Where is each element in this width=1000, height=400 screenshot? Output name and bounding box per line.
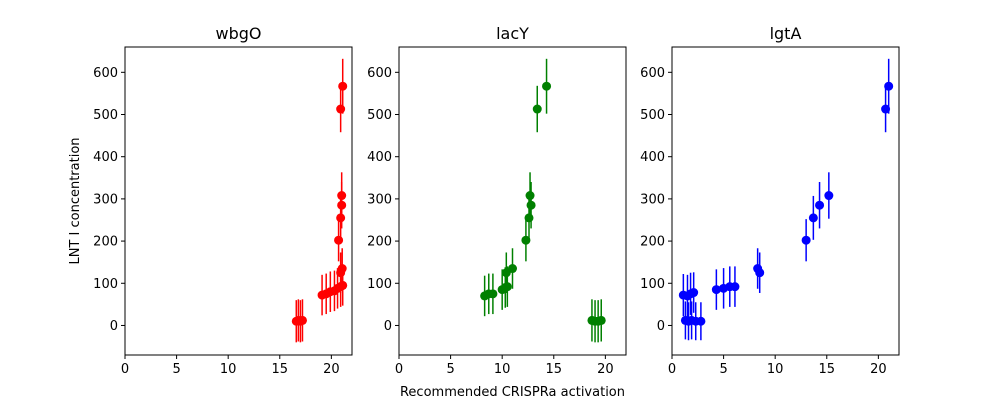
x-tick-label: 0 <box>121 362 129 377</box>
panel-title: lgtA <box>770 24 802 43</box>
data-point <box>596 315 606 325</box>
data-point <box>730 282 740 292</box>
data-point <box>689 288 699 298</box>
plot-frame <box>398 46 627 356</box>
data-point <box>336 104 346 114</box>
x-tick-label: 20 <box>870 362 887 377</box>
panel-1: 0 5 10 15 200100200300400500600lacYRecommend… <box>367 24 627 400</box>
y-tick-label: 0 <box>657 319 665 334</box>
data-point <box>801 235 811 245</box>
data-point <box>336 213 346 223</box>
plot-frame <box>124 46 353 356</box>
data-point <box>524 213 534 223</box>
panel-title: wbgO <box>216 24 262 43</box>
y-tick-label: 300 <box>640 192 665 207</box>
y-tick-label: 100 <box>93 277 118 292</box>
x-tick-label: 15 <box>271 362 288 377</box>
plot-frame <box>671 46 900 356</box>
data-point <box>808 213 818 223</box>
data-point <box>337 264 347 274</box>
y-axis-label: LNT I concentration <box>68 137 83 264</box>
data-point <box>521 235 531 245</box>
x-tick-label: 5 <box>172 362 180 377</box>
data-point <box>542 81 552 91</box>
x-axis-label: Recommended CRISPRa activation <box>400 385 625 400</box>
x-tick-label: 20 <box>597 362 614 377</box>
data-point <box>488 289 498 299</box>
y-tick-label: 100 <box>640 277 665 292</box>
y-tick-label: 300 <box>93 192 118 207</box>
x-tick-label: 10 <box>220 362 237 377</box>
data-point <box>532 104 542 114</box>
data-point <box>696 316 706 326</box>
x-tick-label: 0 <box>668 362 676 377</box>
y-tick-label: 200 <box>93 235 118 250</box>
y-tick-label: 600 <box>640 66 665 81</box>
y-tick-label: 500 <box>640 108 665 123</box>
y-tick-label: 400 <box>367 150 392 165</box>
y-tick-label: 400 <box>640 150 665 165</box>
x-tick-label: 20 <box>323 362 340 377</box>
data-point <box>337 191 347 201</box>
data-point <box>525 191 535 201</box>
data-point <box>884 81 894 91</box>
y-tick-label: 500 <box>93 108 118 123</box>
data-point <box>502 282 512 292</box>
y-tick-label: 400 <box>93 150 118 165</box>
y-tick-label: 600 <box>93 66 118 81</box>
y-tick-label: 500 <box>367 108 392 123</box>
data-point <box>881 104 891 114</box>
data-point <box>334 235 344 245</box>
y-tick-label: 100 <box>367 277 392 292</box>
y-tick-label: 0 <box>384 319 392 334</box>
data-point <box>508 264 517 274</box>
data-point <box>755 268 765 278</box>
y-tick-label: 600 <box>367 66 392 81</box>
x-tick-label: 15 <box>545 362 562 377</box>
y-tick-label: 200 <box>640 235 665 250</box>
y-tick-label: 300 <box>367 192 392 207</box>
x-tick-label: 0 <box>395 362 403 377</box>
y-tick-label: 0 <box>110 319 118 334</box>
data-point <box>815 200 825 210</box>
x-tick-label: 10 <box>767 362 784 377</box>
data-point <box>711 285 721 295</box>
x-tick-label: 5 <box>446 362 454 377</box>
x-tick-label: 10 <box>494 362 511 377</box>
y-tick-label: 200 <box>367 235 392 250</box>
data-point <box>824 191 834 201</box>
data-point <box>297 315 307 325</box>
data-point <box>526 200 536 210</box>
x-tick-label: 5 <box>719 362 727 377</box>
panel-title: lacY <box>496 24 529 43</box>
x-tick-label: 15 <box>818 362 835 377</box>
data-point <box>338 81 348 91</box>
